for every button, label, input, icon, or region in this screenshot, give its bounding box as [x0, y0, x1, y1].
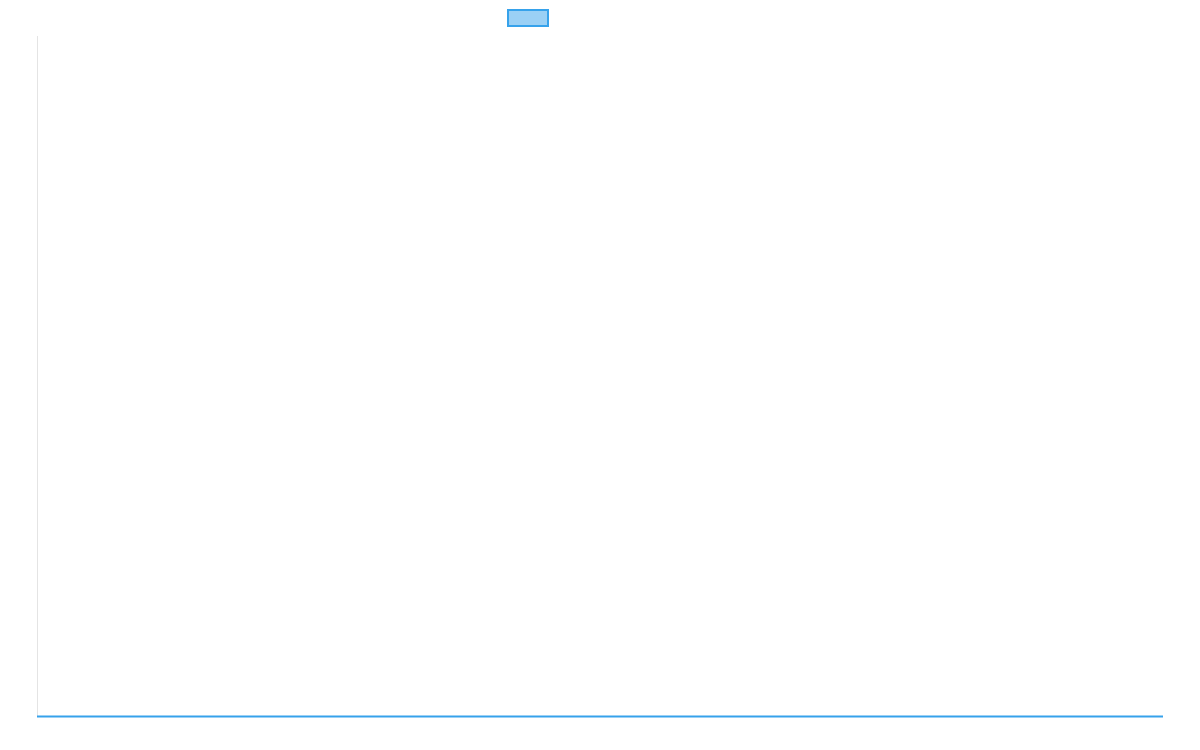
legend[interactable] — [507, 9, 549, 27]
legend-swatch[interactable] — [507, 9, 549, 27]
